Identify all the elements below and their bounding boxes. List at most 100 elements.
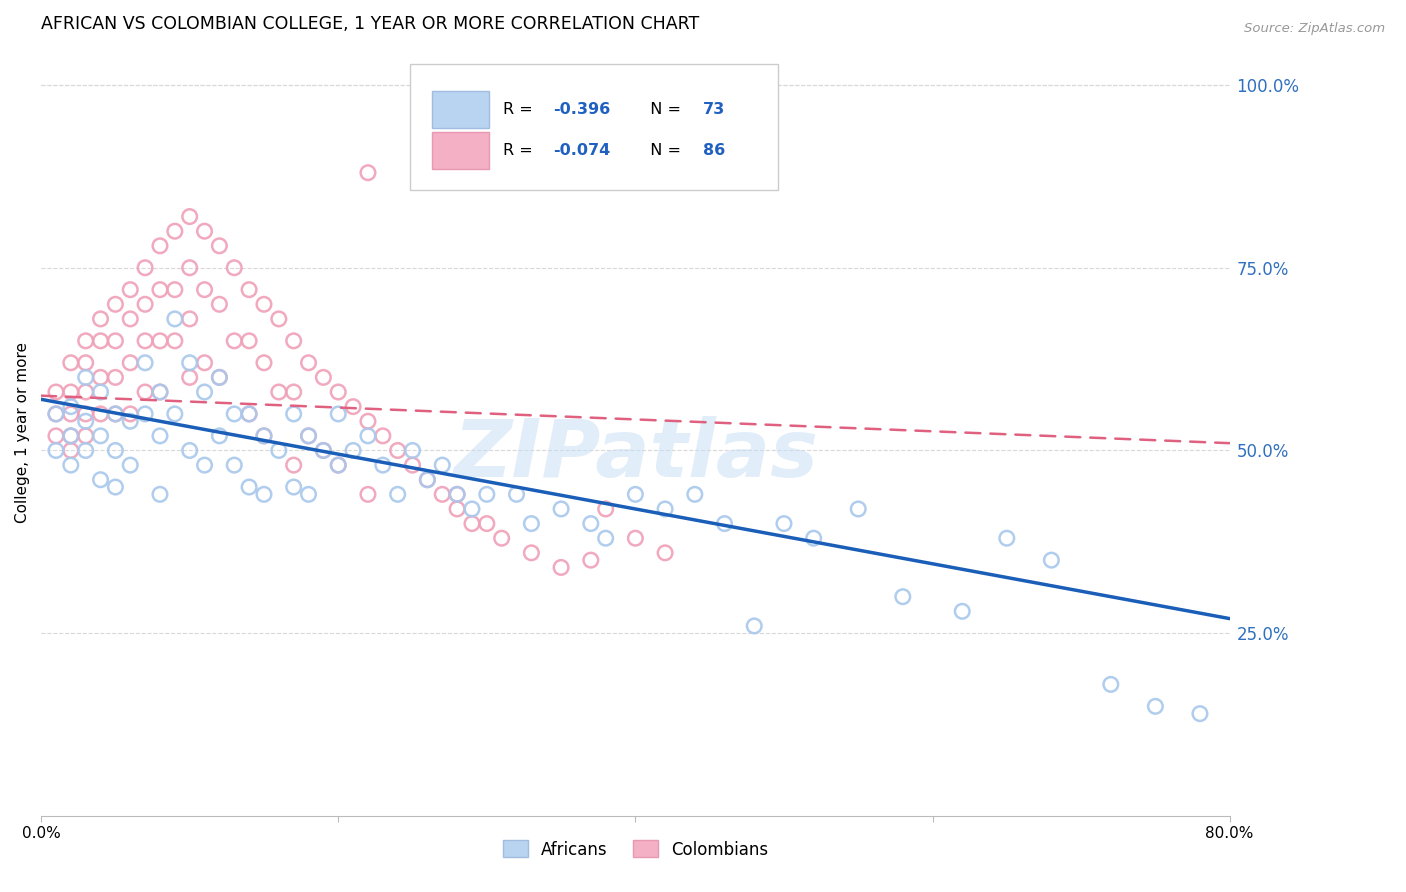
Point [342, 443, 364, 458]
Point [595, 502, 617, 516]
Point [401, 458, 423, 472]
Point [45, 407, 67, 421]
Point [387, 487, 409, 501]
Point [75, 334, 97, 348]
Point [90, 384, 112, 399]
Point [134, 384, 156, 399]
Point [1188, 706, 1211, 721]
Point [253, 297, 276, 311]
Point [134, 407, 156, 421]
Point [342, 400, 364, 414]
Point [995, 531, 1018, 545]
Point [416, 473, 439, 487]
Point [328, 458, 350, 472]
Point [149, 334, 172, 348]
Point [1040, 553, 1063, 567]
Point [75, 407, 97, 421]
Point [283, 480, 305, 494]
Text: -0.396: -0.396 [554, 103, 610, 118]
FancyBboxPatch shape [432, 91, 489, 128]
Point [446, 487, 468, 501]
Point [59, 429, 82, 443]
Point [59, 356, 82, 370]
Point [371, 458, 394, 472]
FancyBboxPatch shape [409, 64, 778, 190]
Text: AFRICAN VS COLOMBIAN COLLEGE, 1 YEAR OR MORE CORRELATION CHART: AFRICAN VS COLOMBIAN COLLEGE, 1 YEAR OR … [41, 15, 699, 33]
Point [520, 546, 543, 560]
Point [134, 334, 156, 348]
Point [193, 384, 215, 399]
Point [179, 356, 201, 370]
Point [149, 487, 172, 501]
Point [357, 487, 380, 501]
Point [891, 590, 914, 604]
Point [238, 407, 260, 421]
Point [328, 384, 350, 399]
Point [149, 283, 172, 297]
Point [208, 370, 231, 384]
Text: 86: 86 [703, 143, 725, 158]
Point [45, 384, 67, 399]
Point [193, 458, 215, 472]
Point [208, 429, 231, 443]
Point [432, 487, 454, 501]
Point [149, 429, 172, 443]
Point [253, 487, 276, 501]
Point [179, 312, 201, 326]
Point [179, 210, 201, 224]
Point [163, 407, 186, 421]
Point [163, 334, 186, 348]
Point [120, 312, 142, 326]
Point [297, 356, 319, 370]
Y-axis label: College, 1 year or more: College, 1 year or more [15, 342, 30, 523]
Point [163, 283, 186, 297]
Point [59, 458, 82, 472]
Point [654, 546, 676, 560]
Point [713, 516, 735, 531]
Point [371, 429, 394, 443]
Point [267, 443, 290, 458]
Point [120, 407, 142, 421]
Point [742, 619, 765, 633]
Point [328, 458, 350, 472]
Point [90, 334, 112, 348]
Point [328, 407, 350, 421]
Point [90, 370, 112, 384]
Point [104, 407, 127, 421]
Point [104, 297, 127, 311]
Point [45, 429, 67, 443]
Point [59, 429, 82, 443]
Point [253, 429, 276, 443]
Point [104, 480, 127, 494]
Point [59, 407, 82, 421]
Point [75, 384, 97, 399]
Point [45, 443, 67, 458]
Point [224, 407, 246, 421]
Point [461, 516, 484, 531]
Point [312, 443, 335, 458]
Point [224, 260, 246, 275]
FancyBboxPatch shape [432, 132, 489, 169]
Point [238, 283, 260, 297]
Point [75, 370, 97, 384]
Point [283, 458, 305, 472]
Point [193, 283, 215, 297]
Point [297, 487, 319, 501]
Text: R =: R = [503, 143, 538, 158]
Text: Source: ZipAtlas.com: Source: ZipAtlas.com [1244, 22, 1385, 36]
Point [491, 531, 513, 545]
Legend: Africans, Colombians: Africans, Colombians [496, 834, 775, 865]
Point [238, 334, 260, 348]
Point [134, 356, 156, 370]
Point [773, 516, 796, 531]
Point [224, 334, 246, 348]
Point [446, 502, 468, 516]
Point [1099, 677, 1122, 691]
Point [149, 384, 172, 399]
Point [120, 414, 142, 428]
Point [75, 443, 97, 458]
Point [149, 239, 172, 253]
Point [120, 356, 142, 370]
Point [297, 429, 319, 443]
Point [224, 458, 246, 472]
